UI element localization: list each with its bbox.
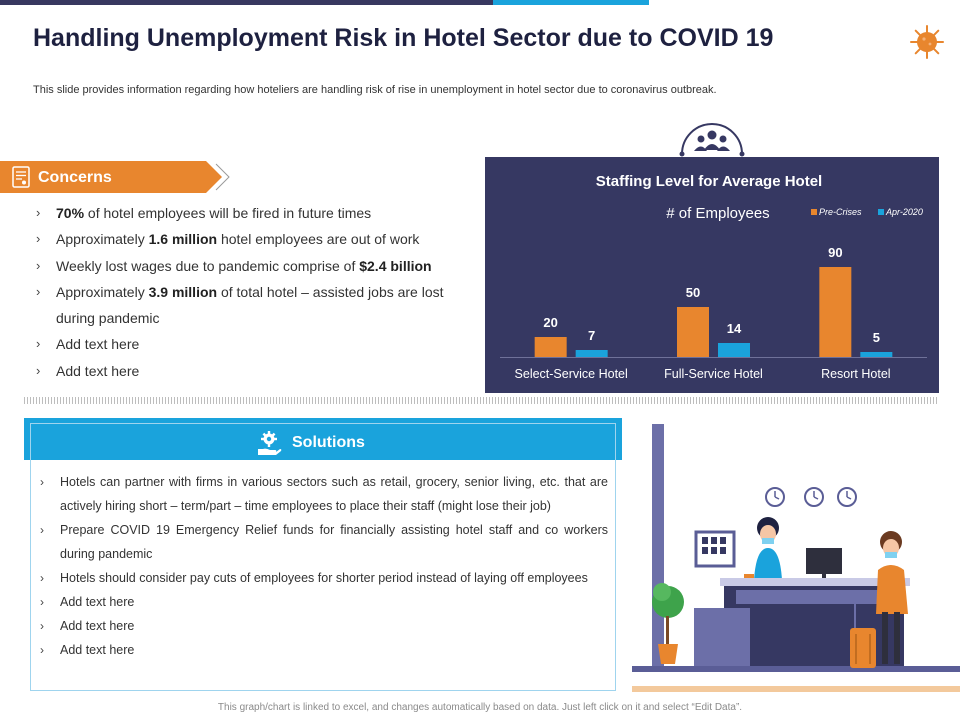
chevron-right-icon: ›	[40, 619, 44, 633]
bar	[677, 307, 709, 357]
chart-title: Staffing Level for Average Hotel	[596, 173, 822, 190]
hand-gear-icon	[258, 431, 282, 455]
top-accent-bar-dark	[0, 0, 493, 5]
page-title: Handling Unemployment Risk in Hotel Sect…	[33, 24, 774, 52]
list-item: › Add text here	[40, 638, 608, 662]
list-item: › Hotels can partner with firms in variou…	[40, 470, 608, 518]
bar	[718, 343, 750, 357]
legend-swatch	[811, 209, 817, 215]
chevron-right-icon: ›	[36, 362, 41, 378]
people-group-icon	[679, 123, 745, 157]
list-item: › Add text here	[40, 590, 608, 614]
footer-note: This graph/chart is linked to excel, and…	[217, 702, 743, 713]
list-item: › Add text here	[36, 331, 476, 357]
chevron-right-icon: ›	[40, 595, 44, 609]
chevron-right-icon: ›	[40, 523, 44, 537]
x-tick-label: Full-Service Hotel	[664, 367, 763, 381]
legend-swatch	[878, 209, 884, 215]
slide-description: This slide provides information regardin…	[33, 84, 717, 96]
data-label: 7	[588, 328, 595, 343]
x-tick-label: Select-Service Hotel	[515, 367, 628, 381]
legend-label: Apr-2020	[885, 207, 923, 217]
x-tick-label: Resort Hotel	[821, 367, 890, 381]
legend-label: Pre-Crises	[819, 207, 862, 217]
bar	[575, 350, 608, 357]
list-item: › Prepare COVID 19 Emergency Relief funds…	[40, 518, 608, 566]
chevron-right-icon: ›	[40, 643, 44, 657]
list-item: › Add text here	[36, 358, 476, 384]
chevron-right-icon: ›	[40, 475, 44, 489]
solutions-heading: Solutions	[292, 434, 365, 451]
top-accent-bar-blue	[493, 0, 649, 5]
list-item: › 70% of hotel employees will be fired in…	[36, 200, 476, 226]
hotel-reception-illustration	[632, 424, 960, 692]
data-label: 20	[543, 315, 557, 330]
solutions-list: › Hotels can partner with firms in variou…	[40, 470, 608, 662]
data-label: 90	[828, 245, 842, 260]
chevron-right-icon: ›	[36, 231, 41, 247]
staffing-bar-chart: Staffing Level for Average Hotel # of Emp…	[500, 173, 927, 381]
list-item: › Weekly lost wages due to pandemic compr…	[36, 253, 476, 279]
document-icon	[12, 166, 30, 188]
chevron-right-icon: ›	[36, 283, 41, 299]
bar	[534, 337, 567, 357]
data-label: 5	[873, 330, 880, 345]
list-item: › Approximately 3.9 million of total hote…	[36, 279, 476, 332]
chevron-right-icon: ›	[36, 336, 41, 352]
concerns-banner	[0, 161, 230, 193]
bar	[860, 352, 893, 357]
concerns-heading: Concerns	[38, 169, 112, 186]
list-item: › Approximately 1.6 million hotel employe…	[36, 226, 476, 252]
data-label: 50	[686, 285, 700, 300]
concerns-list: › 70% of hotel employees will be fired in…	[36, 200, 476, 384]
chevron-right-icon: ›	[40, 571, 44, 585]
chevron-right-icon: ›	[36, 205, 41, 220]
chart-subtitle: # of Employees	[666, 205, 769, 222]
bar	[819, 267, 852, 357]
wall-clocks	[765, 487, 857, 507]
divider	[24, 397, 939, 404]
list-item: › Hotels should consider pay cuts of empl…	[40, 566, 608, 590]
virus-icon	[910, 25, 944, 59]
solutions-banner	[24, 418, 622, 460]
data-label: 14	[727, 321, 742, 336]
list-item: › Add text here	[40, 614, 608, 638]
solutions-box	[30, 423, 616, 691]
chevron-right-icon: ›	[36, 257, 41, 273]
